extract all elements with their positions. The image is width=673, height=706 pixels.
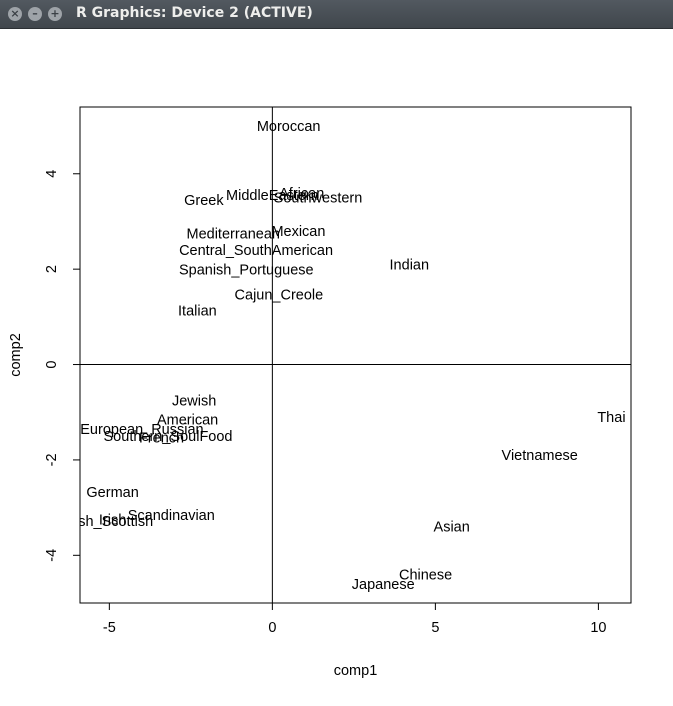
point-label: Asian <box>434 520 470 536</box>
close-icon[interactable]: × <box>8 7 22 21</box>
point-label: Cajun_Creole <box>235 287 324 303</box>
point-label: Thai <box>597 410 625 426</box>
point-label: MiddleEastern <box>226 188 319 204</box>
y-tick-label: -4 <box>44 549 60 562</box>
point-label: Japanese <box>352 577 415 593</box>
point-label: French <box>139 431 184 447</box>
x-axis-label: comp1 <box>334 663 378 679</box>
point-label: Vietnamese <box>502 448 578 464</box>
point-label: Moroccan <box>257 119 321 135</box>
minimize-icon[interactable]: – <box>28 7 42 21</box>
x-tick-label: 0 <box>268 620 276 636</box>
y-tick-label: 0 <box>44 360 60 368</box>
point-label: Southern_SoulFood <box>104 429 233 445</box>
point-label: Scandinavian <box>128 508 215 524</box>
point-label: Chinese <box>399 567 452 583</box>
point-label: German <box>86 485 138 501</box>
maximize-icon[interactable]: + <box>48 7 62 21</box>
window-title: R Graphics: Device 2 (ACTIVE) <box>76 5 313 21</box>
window-titlebar: × – + R Graphics: Device 2 (ACTIVE) <box>0 0 673 29</box>
y-tick-label: -2 <box>44 453 60 466</box>
point-label: American <box>157 412 218 428</box>
point-label: Irish <box>99 513 126 529</box>
point-label: Mediterranean <box>186 226 280 242</box>
point-label: Indian <box>390 257 430 273</box>
graphics-device-canvas: -5 0 5 10 -4 -2 0 2 4 Moroccan African MiddleEast… <box>0 29 673 702</box>
point-label: Southwestern <box>274 191 363 207</box>
y-tick-label: 4 <box>44 170 60 178</box>
point-label: Mexican <box>271 224 325 240</box>
point-label: African <box>279 186 324 202</box>
y-axis-label: comp2 <box>8 333 24 377</box>
point-label: European_Russian <box>80 422 203 438</box>
point-label: Jewish <box>172 393 216 409</box>
point-label: Central_SouthAmerican <box>179 243 333 259</box>
point-label: Greek <box>184 193 224 209</box>
x-tick-label: -5 <box>103 620 116 636</box>
point-label: Italian <box>178 304 217 320</box>
point-label: Spanish_Portuguese <box>179 263 314 279</box>
plot-frame <box>79 106 632 604</box>
point-label: English_Scottish <box>46 514 153 530</box>
y-tick-label: 2 <box>44 265 60 273</box>
x-tick-label: 10 <box>590 620 606 636</box>
pca-scatter-chart: -5 0 5 10 -4 -2 0 2 4 Moroccan AfricanMiddleEast… <box>8 106 632 679</box>
x-tick-label: 5 <box>431 620 439 636</box>
